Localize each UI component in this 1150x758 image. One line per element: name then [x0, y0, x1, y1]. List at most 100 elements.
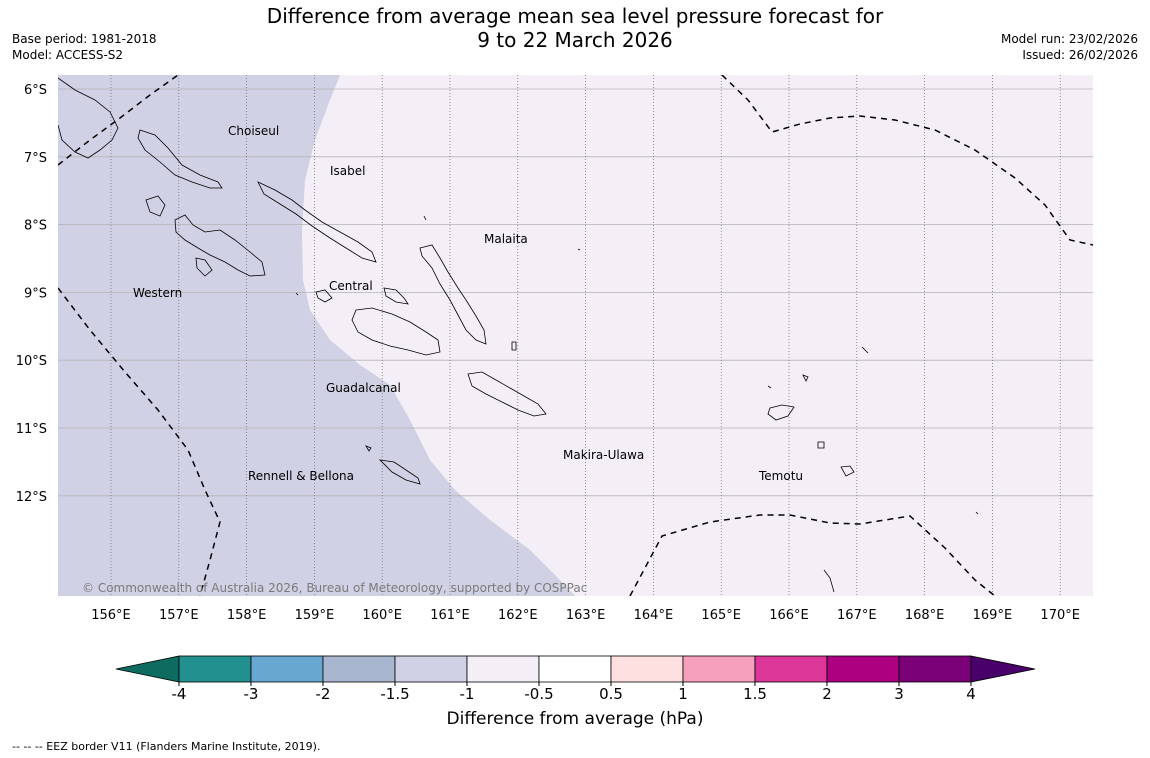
lon-label: 157°E — [159, 608, 199, 623]
colorbar-arrow-right — [970, 655, 1036, 683]
issued-date: Issued: 26/02/2026 — [1022, 48, 1138, 62]
bougainville-island — [58, 77, 119, 159]
gridlines — [58, 75, 1093, 596]
lon-label: 158°E — [227, 608, 267, 623]
colorbar-box — [466, 655, 540, 683]
lat-label: 7°S — [24, 151, 47, 166]
new-georgia-islands — [174, 214, 266, 277]
rendova — [195, 257, 213, 277]
colorbar-box — [754, 655, 828, 683]
vanikoro-island — [840, 465, 855, 477]
label-choiseul: Choiseul — [228, 124, 279, 138]
map-fill-dark — [58, 75, 575, 596]
colorbar-tick-label: -1.5 — [380, 685, 409, 703]
colorbar-box — [538, 655, 612, 683]
chart-title: Difference from average mean sea level p… — [0, 4, 1150, 52]
colorbar-tick-label: 4 — [966, 685, 976, 703]
colorbar-box — [178, 655, 252, 683]
colorbar-box — [610, 655, 684, 683]
colorbar-tick-label: -0.5 — [524, 685, 553, 703]
colorbar-box — [898, 655, 972, 683]
lat-label: 10°S — [16, 354, 47, 369]
reef-islands — [802, 374, 809, 382]
colorbar-title: Difference from average (hPa) — [446, 709, 704, 729]
footer-legend: -- -- -- EEZ border V11 (Flanders Marine… — [12, 740, 321, 753]
colorbar-box — [826, 655, 900, 683]
label-guadalcanal: Guadalcanal — [326, 381, 401, 395]
colorbar-tick-label: -3 — [244, 685, 259, 703]
makira-island — [467, 371, 547, 417]
lon-label: 164°E — [634, 608, 674, 623]
small-islets — [295, 215, 979, 515]
label-western: Western — [133, 286, 182, 300]
eez-border-west — [58, 287, 221, 596]
colorbar: -4 -3 -2 -1.5 -1 -0.5 0.5 1 1.5 2 3 4 — [115, 655, 1036, 703]
label-makira-ulawa: Makira-Ulawa — [563, 448, 644, 462]
model-name: Model: ACCESS-S2 — [12, 48, 124, 62]
lon-label: 163°E — [566, 608, 606, 623]
latitude-labels: 6°S 7°S 8°S 9°S 10°S 11°S 12°S — [16, 83, 47, 505]
colorbar-tick-label: 3 — [894, 685, 904, 703]
label-isabel: Isabel — [330, 164, 365, 178]
label-temotu: Temotu — [758, 469, 803, 483]
lon-label: 168°E — [905, 608, 945, 623]
model-run: Model run: 23/02/2026 — [1000, 32, 1138, 46]
bellona-island — [365, 445, 372, 452]
colorbar-box — [322, 655, 396, 683]
lon-label: 169°E — [973, 608, 1013, 623]
colorbar-box — [394, 655, 468, 683]
lon-label: 167°E — [837, 608, 877, 623]
lon-label: 165°E — [701, 608, 741, 623]
utupua-island — [817, 441, 825, 449]
florida-islands — [315, 289, 333, 303]
santa-cruz-island — [767, 404, 795, 421]
coastlines — [58, 77, 979, 593]
label-rennell-bellona: Rennell & Bellona — [248, 469, 354, 483]
colorbar-tick-label: -2 — [316, 685, 331, 703]
lat-label: 11°S — [16, 422, 47, 437]
rennell-island — [378, 459, 421, 485]
title-line-2: 9 to 22 March 2026 — [477, 28, 673, 52]
russell-islands — [383, 287, 409, 305]
colorbar-box — [250, 655, 324, 683]
meta-right: Model run: 23/02/2026 Issued: 26/02/2026 — [1001, 31, 1138, 63]
eez-border-south-east — [629, 514, 996, 596]
lat-label: 12°S — [16, 490, 47, 505]
map-area — [58, 75, 1093, 596]
choiseul-island — [137, 129, 223, 189]
eez-borders — [58, 75, 1093, 596]
colorbar-box — [682, 655, 756, 683]
lon-label: 160°E — [362, 608, 402, 623]
lon-label: 156°E — [91, 608, 131, 623]
eez-border-north-east — [721, 75, 1093, 246]
isabel-island — [257, 181, 377, 263]
lon-label: 162°E — [498, 608, 538, 623]
title-line-1: Difference from average mean sea level p… — [266, 4, 884, 28]
longitude-labels: 156°E 157°E 158°E 159°E 160°E 161°E 162°E 163°E… — [91, 608, 1080, 623]
copyright-notice: © Commonwealth of Australia 2026, Bureau… — [82, 581, 587, 595]
province-labels: Choiseul Isabel Malaita Western Central … — [133, 124, 803, 483]
label-central: Central — [329, 279, 373, 293]
guadalcanal-island — [351, 307, 441, 356]
lat-label: 8°S — [24, 219, 47, 234]
colorbar-tick-label: -4 — [172, 685, 187, 703]
eez-border-north-west — [58, 75, 179, 166]
lat-label: 9°S — [24, 286, 47, 301]
colorbar-tick-label: 1.5 — [743, 685, 767, 703]
vella-lavella — [145, 195, 166, 217]
duff-islands — [823, 346, 869, 593]
lon-label: 159°E — [295, 608, 335, 623]
lon-label: 166°E — [769, 608, 809, 623]
lat-label: 6°S — [24, 83, 47, 98]
base-period: Base period: 1981-2018 — [12, 32, 157, 46]
colorbar-tick-label: 2 — [822, 685, 832, 703]
colorbar-tick-label: 1 — [678, 685, 688, 703]
colorbar-tick-label: -1 — [460, 685, 475, 703]
label-malaita: Malaita — [484, 232, 528, 246]
colorbar-tick-label: 0.5 — [599, 685, 623, 703]
colorbar-arrow-left — [115, 655, 180, 683]
lon-label: 161°E — [430, 608, 470, 623]
meta-left: Base period: 1981-2018 Model: ACCESS-S2 — [12, 31, 157, 63]
lon-label: 170°E — [1040, 608, 1080, 623]
